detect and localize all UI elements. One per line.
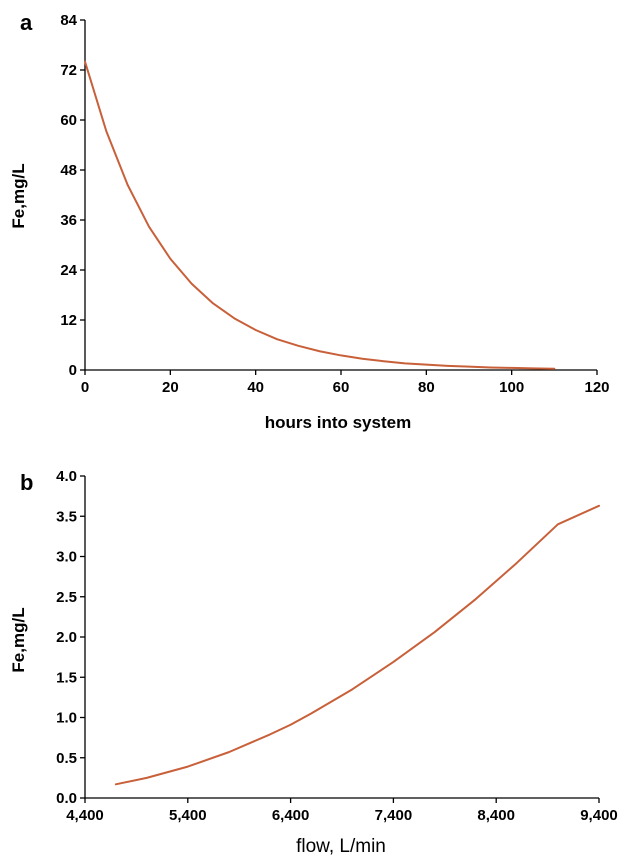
x-tick-label-b: 9,400: [580, 807, 618, 824]
x-axis-title-b: flow, L/min: [296, 836, 386, 857]
x-tick-label-a: 100: [499, 379, 524, 396]
ticks-a: 0 12 24 36 48 60 72 84 0 20 40 60 80 100 120: [60, 12, 609, 396]
ticks-b: 0.0 0.5 1.0 1.5 2.0 2.5 3.0 3.5 4.0 4,400 5,400 6,4…: [56, 468, 618, 824]
y-tick-label-b: 1.0: [56, 710, 77, 727]
series-group-a: [84, 60, 556, 370]
y-tick-label-a: 36: [60, 212, 77, 229]
y-axis-title-a: Fe,mg/L: [9, 163, 28, 228]
y-tick-label-a: 48: [60, 162, 77, 179]
chart-panel-b: b Fe,mg/L flow, L/min 0.0 0.5 1.0 1.5 2.0 2.5…: [9, 468, 618, 857]
panel-label-b: b: [20, 470, 33, 495]
axes-b: [84, 476, 599, 799]
y-tick-label-b: 2.5: [56, 589, 77, 606]
y-tick-label-b: 2.0: [56, 629, 77, 646]
panel-label-a: a: [20, 10, 33, 35]
y-tick-label-b: 3.0: [56, 549, 77, 566]
x-tick-label-a: 40: [247, 379, 264, 396]
x-tick-label-b: 7,400: [375, 807, 413, 824]
y-tick-label-b: 3.5: [56, 508, 77, 525]
x-tick-label-a: 20: [162, 379, 179, 396]
x-tick-label-b: 8,400: [477, 807, 515, 824]
x-tick-label-a: 0: [81, 379, 89, 396]
y-tick-label-b: 1.5: [56, 669, 77, 686]
series-line-a: [84, 60, 556, 370]
x-tick-label-a: 120: [584, 379, 609, 396]
chart-panel-a: a Fe,mg/L hours into system 0 12 24 36 48 60 7…: [9, 10, 610, 432]
x-tick-label-b: 4,400: [66, 807, 104, 824]
y-tick-label-a: 12: [60, 312, 77, 329]
y-tick-label-b: 0.0: [56, 790, 77, 807]
y-tick-label-b: 4.0: [56, 468, 77, 485]
x-tick-label-b: 5,400: [169, 807, 207, 824]
y-tick-label-a: 24: [60, 262, 77, 279]
x-tick-label-a: 80: [418, 379, 435, 396]
y-axis-title-b: Fe,mg/L: [9, 607, 28, 672]
x-tick-label-a: 60: [333, 379, 350, 396]
y-tick-label-a: 84: [60, 12, 77, 29]
axes-a: [84, 20, 597, 371]
series-line-b: [114, 504, 600, 786]
x-tick-label-b: 6,400: [272, 807, 310, 824]
y-tick-label-a: 60: [60, 112, 77, 129]
y-tick-label-a: 0: [69, 362, 77, 379]
y-tick-label-a: 72: [60, 62, 77, 79]
x-axis-title-a: hours into system: [265, 413, 411, 432]
series-group-b: [114, 504, 600, 786]
y-tick-label-b: 0.5: [56, 750, 77, 767]
